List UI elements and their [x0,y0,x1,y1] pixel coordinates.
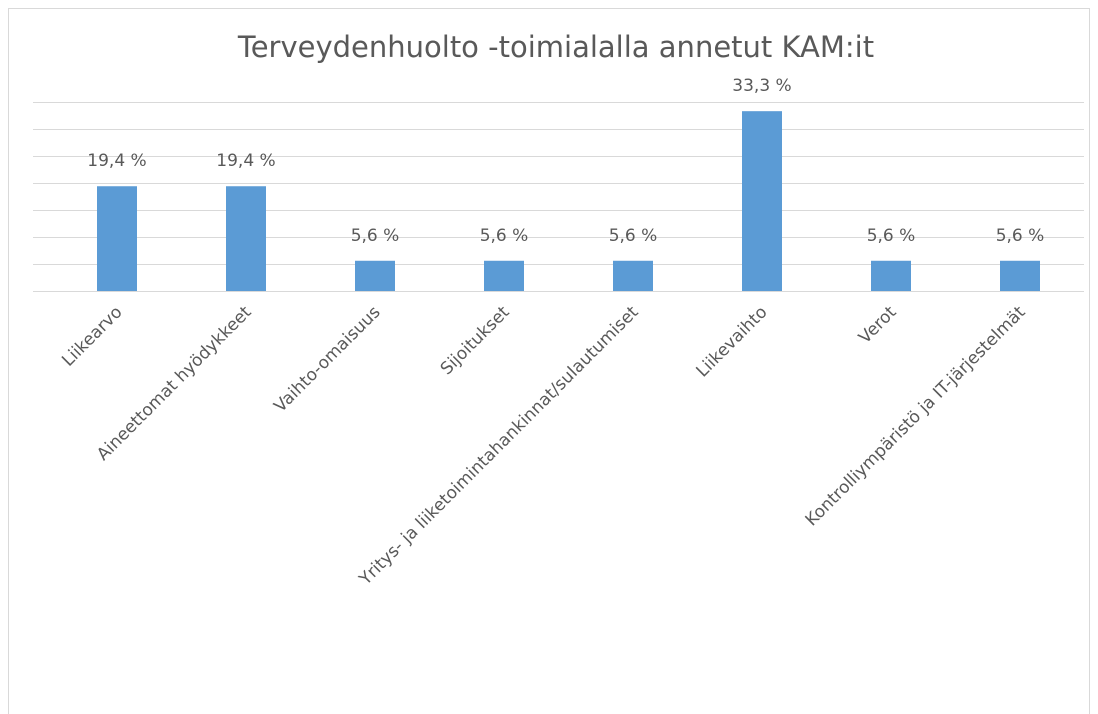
data-label: 5,6 % [351,226,400,246]
bar [484,260,524,291]
bar [355,260,395,291]
data-label: 5,6 % [867,226,916,246]
chart-title: Terveydenhuolto -toimialalla annetut KAM… [237,30,874,64]
bar [1000,260,1040,291]
bar [871,260,911,291]
data-label: 19,4 % [87,151,146,171]
bar [226,186,266,291]
bar [97,186,137,291]
bar [613,260,653,291]
data-label: 33,3 % [732,76,791,96]
data-label: 5,6 % [996,226,1045,246]
data-label: 19,4 % [216,151,275,171]
data-label: 5,6 % [609,226,658,246]
chart-frame [8,8,1090,714]
bar [742,111,782,292]
data-label: 5,6 % [480,226,529,246]
